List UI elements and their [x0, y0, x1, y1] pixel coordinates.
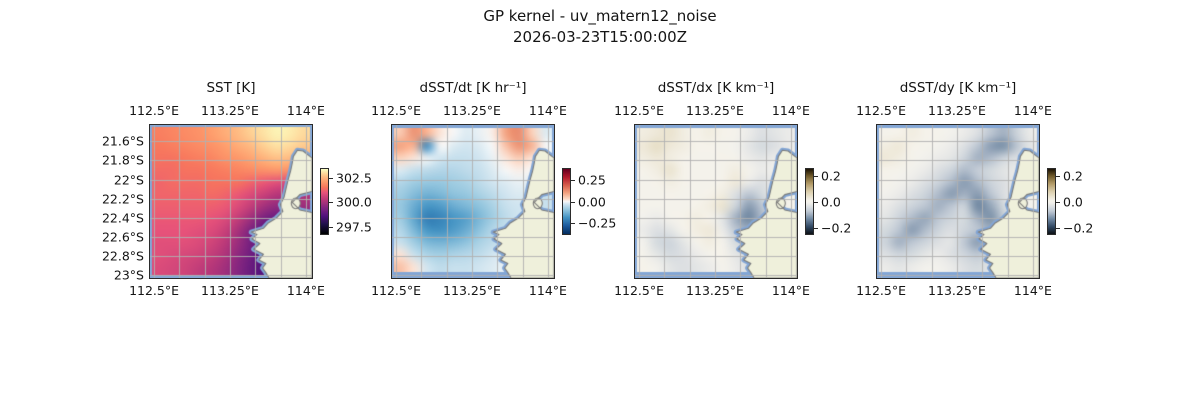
panel-title-4: dSST/dy [K km⁻¹]	[899, 80, 1017, 96]
colorbar-canvas-1	[320, 168, 329, 235]
y-tick-label: 21.8°S	[101, 152, 144, 168]
y-tick-label: 22.8°S	[101, 248, 144, 264]
colorbar-tick-mark	[814, 201, 818, 203]
x-tick-label-top-4: 112.5°E	[856, 103, 907, 118]
colorbar-tick-label: 0.2	[821, 168, 841, 183]
x-tick-label-top-3: 113.25°E	[686, 103, 744, 118]
colorbar-tick-mark	[814, 227, 818, 229]
x-tick-label-top-1: 112.5°E	[129, 103, 180, 118]
x-tick-label-top-4: 113.25°E	[928, 103, 986, 118]
colorbar-tick-mark	[329, 227, 333, 229]
colorbar-tick-mark	[329, 177, 333, 179]
x-tick-label-top-2: 114°E	[528, 103, 567, 118]
y-tick-label: 22°S	[113, 172, 144, 187]
colorbar-tick-mark	[571, 201, 575, 203]
x-tick-label-bottom-1: 113.25°E	[201, 283, 259, 298]
panel-title-2: dSST/dt [K hr⁻¹]	[419, 80, 527, 96]
figure-title: GP kernel - uv_matern12_noise	[483, 7, 717, 25]
x-tick-label-top-2: 113.25°E	[443, 103, 501, 118]
colorbar-tick-label: −0.25	[578, 215, 617, 231]
colorbar-tick-mark	[571, 223, 575, 225]
x-tick-label-bottom-4: 114°E	[1013, 283, 1052, 298]
panel-title-1: SST [K]	[206, 80, 256, 96]
colorbar-tick-mark	[1056, 227, 1060, 229]
colorbar-tick-mark	[329, 202, 333, 204]
colorbar-tick-mark	[571, 179, 575, 181]
colorbar-tick-mark	[814, 175, 818, 177]
x-tick-label-bottom-3: 114°E	[771, 283, 810, 298]
x-tick-label-top-1: 114°E	[286, 103, 325, 118]
y-tick-label: 21.6°S	[101, 133, 144, 149]
colorbar-tick-label: 300.0	[336, 194, 372, 210]
x-tick-label-top-2: 112.5°E	[371, 103, 422, 118]
x-tick-label-bottom-3: 113.25°E	[686, 283, 744, 298]
colorbar-tick-label: 0.0	[1063, 194, 1083, 209]
x-tick-label-bottom-1: 112.5°E	[129, 283, 180, 298]
colorbar-canvas-3	[805, 168, 814, 235]
x-tick-label-bottom-2: 113.25°E	[443, 283, 501, 298]
map-canvas-3	[634, 124, 798, 279]
x-tick-label-bottom-1: 114°E	[286, 283, 325, 298]
panel-title-3: dSST/dx [K km⁻¹]	[657, 80, 775, 96]
x-tick-label-bottom-2: 112.5°E	[371, 283, 422, 298]
figure-subtitle: 2026-03-23T15:00:00Z	[513, 28, 687, 46]
x-tick-label-bottom-4: 112.5°E	[856, 283, 907, 298]
colorbar-tick-label: 297.5	[336, 219, 372, 235]
map-canvas-2	[391, 124, 555, 279]
x-tick-label-top-3: 114°E	[771, 103, 810, 118]
y-tick-label: 22.2°S	[101, 191, 144, 207]
colorbar-canvas-2	[562, 168, 571, 235]
x-tick-label-bottom-3: 112.5°E	[614, 283, 665, 298]
y-tick-label: 22.4°S	[101, 210, 144, 226]
x-tick-label-top-1: 113.25°E	[201, 103, 259, 118]
colorbar-tick-label: −0.2	[821, 220, 852, 235]
x-tick-label-top-4: 114°E	[1013, 103, 1052, 118]
colorbar-tick-label: 302.5	[336, 170, 372, 186]
x-tick-label-bottom-4: 113.25°E	[928, 283, 986, 298]
x-tick-label-top-3: 112.5°E	[614, 103, 665, 118]
map-canvas-1	[149, 124, 313, 279]
colorbar-tick-mark	[1056, 175, 1060, 177]
colorbar-canvas-4	[1047, 168, 1056, 235]
colorbar-tick-label: 0.2	[1063, 168, 1083, 183]
colorbar-tick-label: −0.2	[1063, 220, 1094, 235]
colorbar-tick-label: 0.0	[821, 194, 841, 209]
y-tick-label: 22.6°S	[101, 229, 144, 245]
colorbar-tick-label: 0.25	[578, 172, 606, 188]
colorbar-tick-mark	[1056, 201, 1060, 203]
colorbar-tick-label: 0.00	[578, 194, 606, 209]
x-tick-label-bottom-2: 114°E	[528, 283, 567, 298]
y-tick-label: 23°S	[113, 267, 144, 283]
map-canvas-4	[876, 124, 1040, 279]
